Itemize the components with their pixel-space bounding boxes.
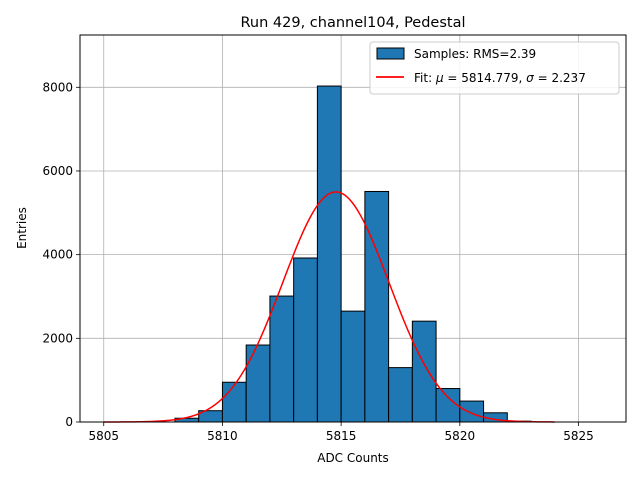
- y-tick-label: 2000: [42, 331, 73, 345]
- histogram-bar: [293, 257, 318, 423]
- y-tick-label: 6000: [42, 164, 73, 178]
- histogram-bar: [269, 295, 295, 423]
- plot-frame: [79, 34, 627, 423]
- fit-curve: [103, 191, 555, 423]
- histogram-bar: [316, 85, 342, 423]
- y-axis-label: Entries: [15, 207, 29, 249]
- histogram-bar: [340, 310, 366, 423]
- legend-fit-mu-value: 5814.779: [461, 71, 518, 85]
- x-axis-label: ADC Counts: [317, 451, 389, 465]
- chart-title: Run 429, channel104, Pedestal: [240, 15, 465, 31]
- legend-fit-label: Fit: μ = 5814.779, σ = 2.237: [414, 71, 586, 85]
- legend-fit-sigma-value: 2.237: [551, 71, 585, 85]
- x-tick-label: 5810: [207, 429, 238, 443]
- histogram-bar: [388, 367, 413, 423]
- x-tick-label: 5825: [563, 429, 594, 443]
- legend-fit-sep: ,: [519, 71, 527, 85]
- legend-fit-sigma-eq: =: [534, 71, 552, 85]
- legend-fit-mu-symbol: μ: [435, 71, 444, 85]
- axis-ticks: 5805 5810 5815 5820 5825 0 2000 4000 6000 8000: [42, 80, 593, 443]
- legend-fit-mu-eq: =: [444, 71, 462, 85]
- histogram-bar: [245, 344, 271, 423]
- x-tick-label: 5815: [326, 429, 357, 443]
- legend-histogram-swatch: [376, 47, 405, 60]
- legend-fit-prefix: Fit:: [414, 71, 436, 85]
- histogram-bars: [174, 85, 532, 423]
- y-tick-label: 4000: [42, 248, 73, 262]
- histogram-bar: [221, 381, 247, 423]
- y-tick-label: 0: [65, 415, 73, 429]
- legend-histogram-label: Samples: RMS=2.39: [414, 47, 536, 61]
- legend: Samples: RMS=2.39 Fit: μ = 5814.779, σ =…: [369, 41, 620, 95]
- x-tick-label: 5805: [88, 429, 119, 443]
- x-tick-label: 5820: [445, 429, 476, 443]
- histogram-bar: [364, 190, 390, 423]
- y-tick-label: 8000: [42, 80, 73, 94]
- histogram-bar: [459, 400, 485, 423]
- legend-box: [369, 41, 620, 95]
- legend-fit-sigma-symbol: σ: [526, 71, 534, 85]
- histogram-bar: [411, 320, 437, 423]
